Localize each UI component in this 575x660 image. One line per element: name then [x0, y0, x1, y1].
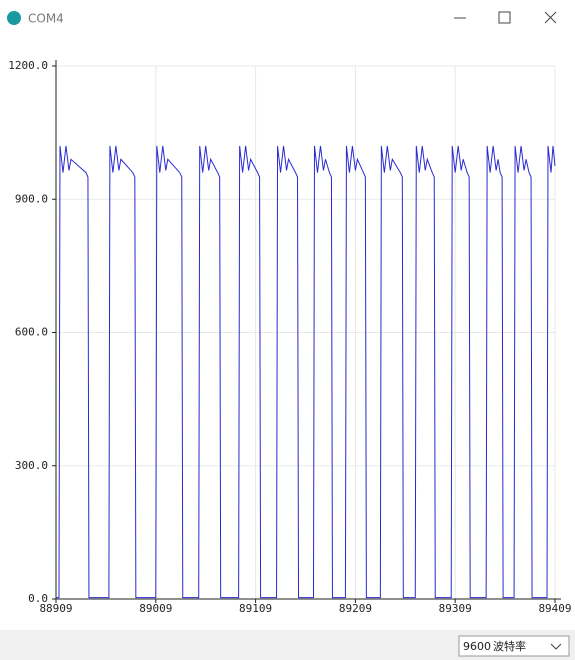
data-line: [56, 145, 556, 599]
x-tick-label: 89009: [139, 602, 172, 615]
y-tick-label: 300.0: [15, 459, 48, 472]
y-tick-label: 1200.0: [8, 59, 48, 72]
y-tick-label: 0.0: [28, 592, 48, 605]
window-title: COM4: [28, 12, 64, 26]
x-tick-label: 89309: [439, 602, 472, 615]
y-tick-label: 600.0: [15, 326, 48, 339]
maximize-button[interactable]: [498, 11, 511, 24]
baud-label: 波特率: [493, 639, 526, 653]
x-tick-label: 89209: [339, 602, 372, 615]
x-tick-label: 88909: [39, 602, 72, 615]
y-tick-label: 900.0: [15, 192, 48, 205]
close-button[interactable]: [544, 11, 557, 24]
app-icon: [7, 11, 21, 25]
x-tick-label: 89109: [239, 602, 272, 615]
baud-select[interactable]: [458, 635, 570, 657]
baud-rate: 9600: [463, 640, 491, 653]
dropdown-arrow: [550, 643, 562, 650]
title-bar: [0, 0, 575, 36]
x-tick-label: 89409: [538, 602, 571, 615]
